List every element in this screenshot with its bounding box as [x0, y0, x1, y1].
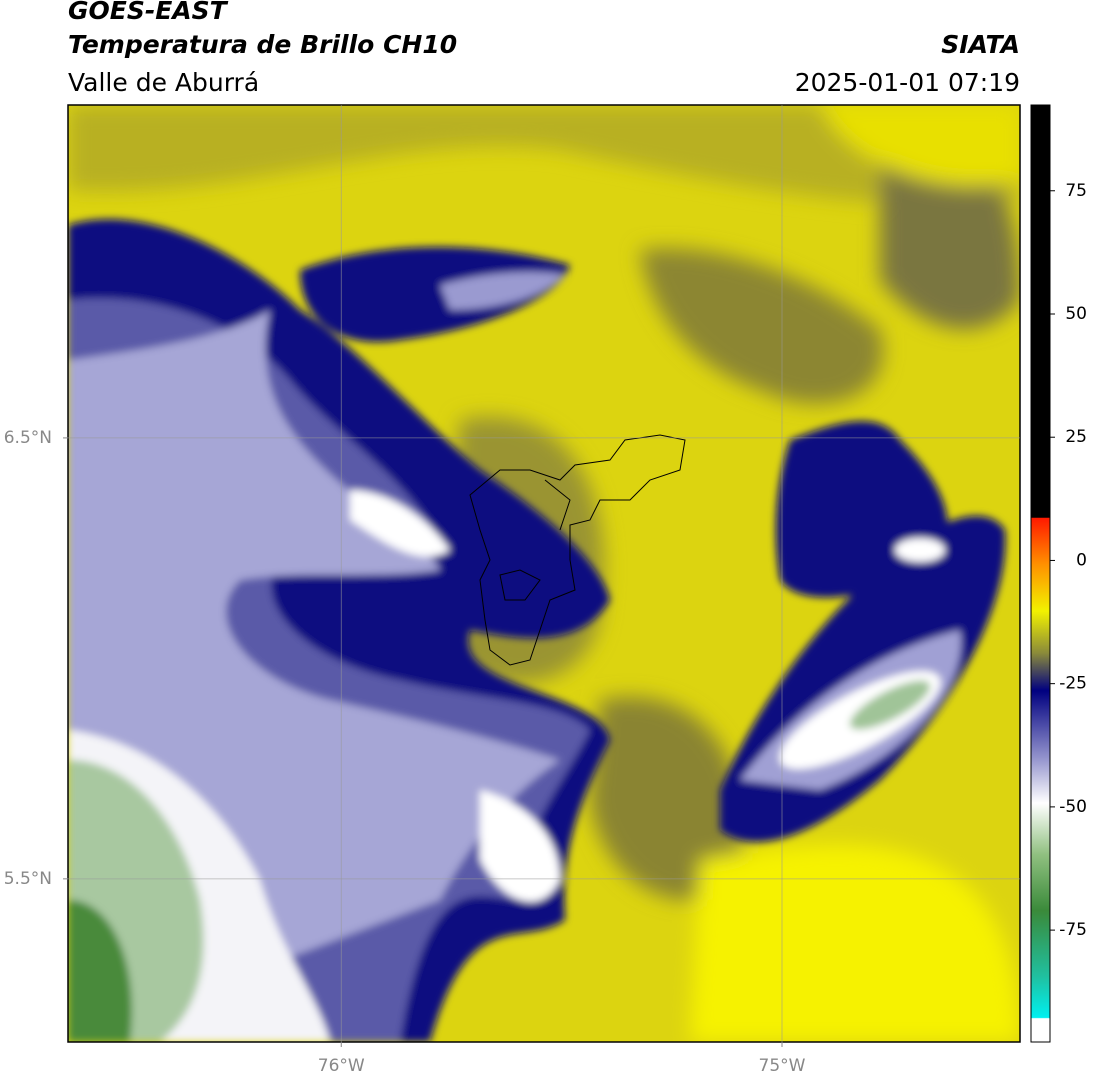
title: GOES-EAST — [68, 0, 229, 25]
colorbar-label: 75 — [1065, 181, 1087, 201]
y-tick-label: 5.5°N — [4, 869, 52, 889]
source: SIATA — [941, 30, 1020, 59]
colorbar-label: -50 — [1059, 797, 1087, 817]
colorbar-label: -75 — [1059, 920, 1087, 940]
subtitle: Temperatura de Brillo CH10 — [68, 30, 457, 59]
x-tick-label: 76°W — [318, 1056, 365, 1076]
colorbar-label: 0 — [1076, 550, 1087, 570]
colorbar-label: 25 — [1065, 427, 1087, 447]
map-frame — [67, 104, 1021, 1043]
satellite-image — [68, 105, 1020, 1042]
y-tick-label: 6.5°N — [4, 428, 52, 448]
x-tick-label: 75°W — [759, 1056, 806, 1076]
colorbar-label: -25 — [1059, 674, 1087, 694]
colorbar-label: 50 — [1065, 304, 1087, 324]
datetime: 2025-01-01 07:19 — [795, 68, 1020, 97]
colorbar — [1030, 104, 1051, 1043]
region: Valle de Aburrá — [68, 68, 259, 97]
